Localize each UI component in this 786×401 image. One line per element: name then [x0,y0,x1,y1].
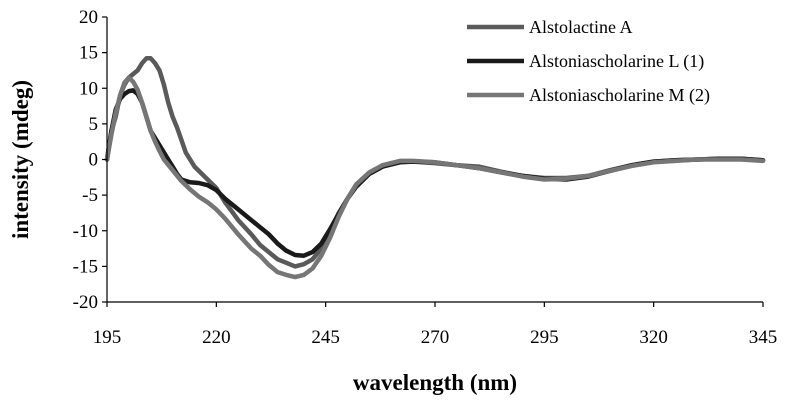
x-tick-label: 320 [639,327,668,348]
legend-label: Alstoniascholarine L (1) [529,51,704,72]
series-line-3 [104,75,766,280]
x-tick-label: 245 [311,327,340,348]
y-tick-label: -5 [82,185,98,206]
x-tick-label: 345 [749,327,778,348]
y-tick-label: -15 [73,256,98,277]
legend-label: Alstoniascholarine M (2) [529,85,710,106]
legend-label: Alstolactine A [529,17,632,37]
legend: Alstolactine A Alstoniascholarine L (1) Al… [467,17,710,106]
legend-item-3: Alstoniascholarine M (2) [467,85,710,106]
y-tick-label: 0 [89,150,99,171]
series-layer [104,56,766,280]
y-axis-title: intensity (mdeg) [8,80,33,239]
y-tick-label: 15 [79,43,98,64]
y-tick-label: -10 [73,221,98,242]
y-tick-label: -20 [73,292,98,313]
series-line-2 [104,88,766,258]
y-tick-label: 20 [79,7,98,28]
y-tick-label: 10 [79,78,98,99]
legend-item-1: Alstolactine A [467,17,632,37]
ticks-layer: 20 15 10 5 0 -5 -10 -15 -20 195 220 245 270 295 320 345 [73,7,778,348]
legend-item-2: Alstoniascholarine L (1) [467,51,704,72]
x-tick-label: 220 [202,327,231,348]
x-tick-label: 195 [93,327,122,348]
y-tick-label: 5 [89,114,99,135]
x-tick-label: 270 [421,327,450,348]
x-tick-label: 295 [530,327,559,348]
x-axis-title: wavelength (nm) [353,370,517,395]
